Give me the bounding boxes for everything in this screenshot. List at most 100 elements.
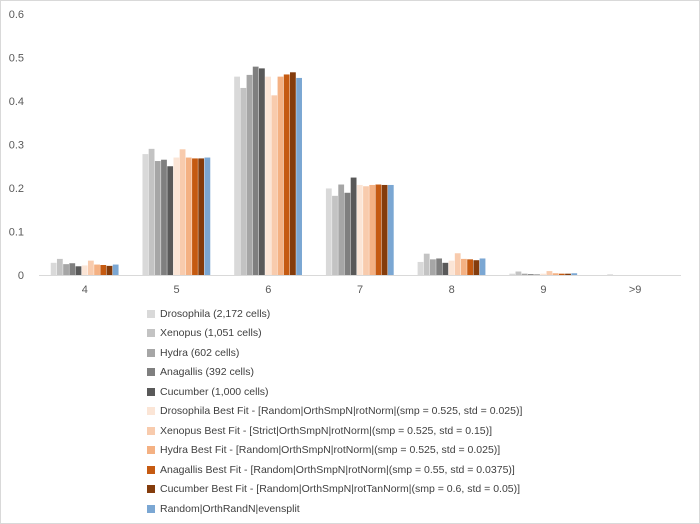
bar <box>204 157 211 275</box>
legend-item: Anagallis (392 cells) <box>147 363 522 383</box>
x-axis-ticks: 4 5 6 7 8 9 >9 <box>82 284 642 296</box>
y-tick-label: 0.2 <box>9 183 24 195</box>
x-tick-label: 9 <box>540 284 546 296</box>
legend-label: Cucumber Best Fit - [Random|OrthSmpN|rot… <box>160 483 521 496</box>
y-tick-label: 0.3 <box>9 140 24 152</box>
y-tick-label: 0.4 <box>9 96 24 108</box>
bar <box>521 273 528 275</box>
legend-label: Anagallis (392 cells) <box>160 366 254 379</box>
bar <box>546 271 553 275</box>
bar <box>50 262 57 275</box>
bar <box>448 260 455 275</box>
legend-swatch <box>147 504 155 513</box>
bar <box>442 262 449 275</box>
legend-item: Cucumber Best Fit - [Random|OrthSmpN|rot… <box>147 480 522 500</box>
legend-swatch <box>147 426 155 435</box>
bar <box>552 273 559 275</box>
bar <box>277 76 284 275</box>
legend-swatch <box>147 485 155 494</box>
bar <box>161 159 167 275</box>
legend-swatch <box>147 465 155 474</box>
bar <box>148 148 155 275</box>
bar <box>325 188 332 275</box>
legend-swatch <box>147 387 155 396</box>
bar <box>283 74 290 276</box>
bar <box>142 154 149 275</box>
bar <box>81 265 88 275</box>
legend: Drosophila (2,172 cells) Xenopus (1,051 c… <box>147 304 522 519</box>
legend-item: Random|OrthRandN|evensplit <box>147 499 522 519</box>
bar <box>387 184 394 275</box>
bar <box>192 158 198 275</box>
bar <box>375 184 382 275</box>
legend-swatch <box>147 329 155 338</box>
bar <box>338 184 345 275</box>
bar <box>271 95 278 275</box>
bar <box>423 253 430 275</box>
bar <box>473 260 480 275</box>
bar <box>234 76 240 275</box>
bar <box>185 157 192 275</box>
bar <box>515 271 522 275</box>
legend-label: Xenopus Best Fit - [Strict|OrthSmpN|rotN… <box>160 424 493 437</box>
legend-item: Anagallis Best Fit - [Random|OrthSmpN|ro… <box>147 460 522 480</box>
y-axis-ticks: 0 0.1 0.2 0.3 0.4 0.5 0.6 <box>9 9 24 282</box>
legend-label: Drosophila Best Fit - [Random|OrthSmpN|r… <box>160 405 523 418</box>
bar <box>540 273 547 275</box>
bar <box>558 273 565 275</box>
bar <box>154 161 161 275</box>
bar <box>430 259 436 275</box>
x-tick-label: 6 <box>265 284 271 296</box>
bar-chart: 0 0.1 0.2 0.3 0.4 0.5 0.6 4 5 6 7 8 9 >9 <box>9 9 681 296</box>
bar <box>289 72 296 275</box>
bar <box>344 192 351 275</box>
bar <box>112 264 119 275</box>
legend-swatch <box>147 446 155 455</box>
bar <box>252 66 259 275</box>
legend-item: Hydra (602 cells) <box>147 343 522 363</box>
legend-label: Cucumber (1,000 cells) <box>160 385 269 398</box>
legend-swatch <box>147 348 155 357</box>
bar <box>467 259 474 275</box>
bar <box>571 273 578 275</box>
legend-label: Drosophila (2,172 cells) <box>160 307 271 320</box>
legend-swatch <box>147 407 155 416</box>
legend-item: Xenopus Best Fit - [Strict|OrthSmpN|rotN… <box>147 421 522 441</box>
legend-item: Hydra Best Fit - [Random|OrthSmpN|rotNor… <box>147 441 522 461</box>
legend-item: Drosophila Best Fit - [Random|OrthSmpN|r… <box>147 402 522 422</box>
bar <box>100 265 107 275</box>
bar <box>265 76 271 275</box>
bar <box>258 68 265 276</box>
x-tick-label: 5 <box>174 284 180 296</box>
bar <box>332 195 338 275</box>
legend-swatch <box>147 309 155 318</box>
x-tick-label: >9 <box>629 284 642 296</box>
x-tick-label: 4 <box>82 284 88 296</box>
bar <box>381 184 388 275</box>
bar <box>94 264 100 275</box>
bar <box>106 265 113 275</box>
x-tick-label: 7 <box>357 284 363 296</box>
bar <box>87 260 94 275</box>
bar <box>509 273 516 275</box>
legend-item: Xenopus (1,051 cells) <box>147 324 522 344</box>
legend-label: Xenopus (1,051 cells) <box>160 327 262 340</box>
legend-item: Cucumber (1,000 cells) <box>147 382 522 402</box>
y-tick-label: 0 <box>18 270 24 282</box>
bar <box>173 157 180 275</box>
bar <box>56 258 63 275</box>
bar <box>565 273 571 275</box>
bar <box>417 261 424 275</box>
bar <box>350 177 357 275</box>
y-tick-label: 0.5 <box>9 53 24 65</box>
bar <box>167 166 174 275</box>
legend-label: Anagallis Best Fit - [Random|OrthSmpN|ro… <box>160 463 515 476</box>
bar <box>369 184 376 275</box>
x-tick-label: 8 <box>449 284 455 296</box>
legend-label: Random|OrthRandN|evensplit <box>160 502 300 515</box>
legend-swatch <box>147 368 155 377</box>
bar <box>527 274 534 275</box>
bar <box>363 186 369 275</box>
bar <box>240 87 247 275</box>
